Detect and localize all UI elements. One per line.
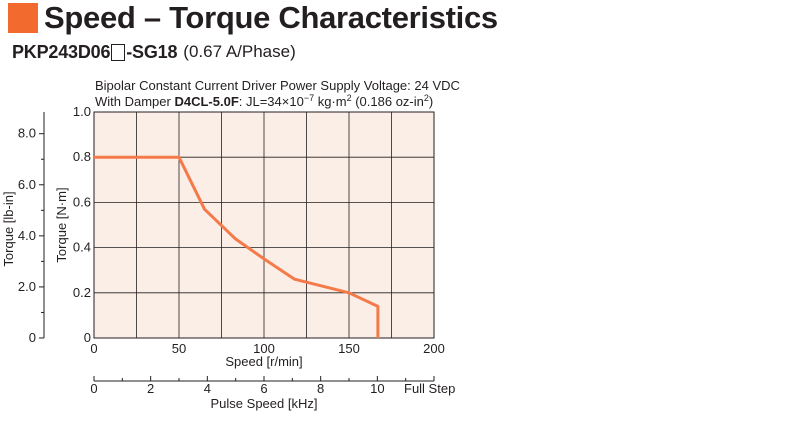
y-tick-label: 0.8 [73,149,91,164]
x-axis-ticks: 0 50 100 150 200 [90,341,444,356]
cond-oz-exp: 2 [424,93,429,103]
model-prefix: PKP243D06 [12,41,111,62]
cond-unit: kg·m [314,94,347,109]
y-tick-label: 0.4 [73,240,91,255]
y-tick-label: 0.2 [73,285,91,300]
y2-tick-label: 0 [29,330,36,345]
y2-tick-label: 2.0 [18,279,36,294]
x-tick-label: 150 [338,341,360,356]
y2-tick-label: 6.0 [18,177,36,192]
cond-prefix: With Damper [95,94,174,109]
y-tick-label: 1.0 [73,104,91,119]
model-suffix: -SG18 [126,41,178,62]
cond-unit-exp: 2 [347,93,352,103]
cond-close: ) [429,94,433,109]
x-tick-label: 50 [172,341,186,356]
x2-tick-label: 8 [317,381,324,396]
cond-exp: −7 [304,93,314,103]
x2-tick-label: 0 [90,381,97,396]
model-placeholder-box [111,43,126,61]
cond-inertia: : JL=34×10 [239,94,304,109]
y-tick-label: 0.6 [73,194,91,209]
x2-tick-label: 6 [260,381,267,396]
x-axis-label: Speed [r/min] [225,354,302,369]
model-line: PKP243D06 -SG18 (0.67 A/Phase) [12,40,296,64]
x-tick-label: 200 [423,341,445,356]
model-current: (0.67 A/Phase) [183,42,296,61]
x2-axis: 0 2 4 6 8 10 [90,376,435,396]
y2-tick-label: 8.0 [18,126,36,141]
x2-tick-label: 10 [370,381,384,396]
page-title: Speed – Torque Characteristics [8,0,498,36]
y-axis-ticks: 0 0.2 0.4 0.6 0.8 1.0 [73,104,91,345]
damper-model: D4CL-5.0F [174,94,238,109]
cond-oz: (0.186 oz-in [352,94,424,109]
y-axis-label: Torque [N·m] [54,187,69,262]
x2-tick-label: 2 [147,381,154,396]
x2-axis-label: Pulse Speed [kHz] [211,396,318,411]
y2-axis-label: Torque [lb-in] [1,191,16,266]
x-tick-label: 100 [253,341,275,356]
title-text: Speed – Torque Characteristics [44,0,498,35]
full-step-label: Full Step [404,381,455,396]
series-group [94,155,380,338]
x-tick-label: 0 [90,341,97,356]
y2-axis: 0 2.0 4.0 6.0 8.0 [18,112,45,345]
y-tick-label: 0 [84,330,91,345]
conditions-line-2: With Damper D4CL-5.0F: JL=34×10−7 kg·m2 … [95,93,433,109]
x2-tick-label: 4 [204,381,211,396]
conditions-line-1: Bipolar Constant Current Driver Power Su… [95,78,460,93]
speed-torque-curve [94,155,380,338]
title-marker [8,3,38,33]
y2-tick-label: 4.0 [18,228,36,243]
